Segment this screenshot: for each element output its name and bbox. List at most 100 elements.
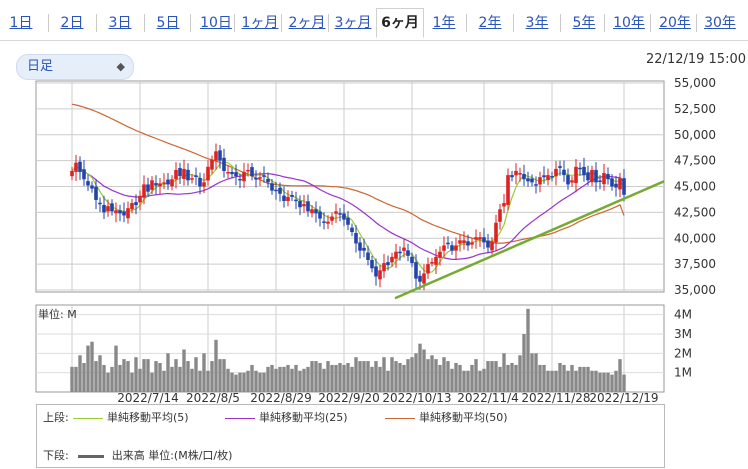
volume-bar: [402, 364, 406, 392]
candle-body: [558, 166, 562, 168]
tab-separator: [96, 14, 97, 32]
legend-item-ma2: 単純移動平均(50): [379, 409, 508, 425]
volume-bar: [134, 357, 138, 392]
volume-bar: [482, 368, 486, 392]
volume-bar: [546, 370, 550, 392]
legend-swatch: [73, 417, 103, 419]
volume-bar: [90, 341, 94, 392]
x-tick-label: 2022/10/13: [382, 391, 451, 405]
tab-7[interactable]: 3ヶ月: [334, 15, 372, 31]
tab-3[interactable]: 5日: [156, 15, 180, 31]
tab-6[interactable]: 2ヶ月: [288, 15, 326, 31]
tab-0[interactable]: 1日: [9, 15, 33, 31]
volume-bar: [158, 363, 162, 392]
volume-bar: [114, 345, 118, 392]
volume-bar: [566, 370, 570, 392]
volume-bar: [374, 361, 378, 392]
volume-bar: [410, 357, 414, 392]
tab-15[interactable]: 30年: [704, 15, 736, 31]
volume-bar: [270, 364, 274, 392]
candle-body: [190, 178, 194, 180]
volume-bar: [406, 359, 410, 392]
candle-body: [438, 251, 442, 258]
volume-bar: [622, 374, 626, 392]
last-update-datetime: 22/12/19 15:00: [646, 52, 746, 67]
candle-body: [94, 186, 98, 200]
candle-body: [70, 170, 74, 177]
volume-bar: [226, 368, 230, 392]
legend-upper-label: 上段:: [43, 411, 69, 424]
volume-bar: [154, 361, 158, 392]
candle-body: [166, 179, 170, 185]
candle-body: [158, 183, 162, 187]
tab-10[interactable]: 2年: [478, 15, 502, 31]
volume-bar: [218, 359, 222, 392]
candle-body: [270, 183, 274, 191]
volume-bar: [166, 353, 170, 392]
volume-bar: [338, 363, 342, 392]
candle-body: [574, 166, 578, 184]
volume-bar: [298, 370, 302, 392]
volume-bar: [238, 372, 242, 392]
candle-body: [622, 178, 626, 195]
price-tick-label: 50,000: [674, 128, 716, 142]
tab-11[interactable]: 3年: [525, 15, 549, 31]
volume-bar: [242, 372, 246, 392]
volume-bar: [182, 349, 186, 392]
candle-body: [598, 180, 602, 182]
candle-body: [242, 172, 246, 182]
volume-bar: [278, 366, 282, 392]
volume-bar: [102, 364, 106, 392]
tab-2[interactable]: 3日: [108, 15, 132, 31]
volume-bar: [130, 372, 134, 392]
candle-body: [390, 256, 394, 263]
candle-body: [186, 169, 190, 181]
volume-bar: [318, 363, 322, 392]
volume-bar: [190, 368, 194, 392]
volume-bar: [206, 370, 210, 392]
candle-body: [134, 202, 138, 206]
volume-bar: [306, 366, 310, 392]
tab-12[interactable]: 5年: [572, 15, 596, 31]
tab-9[interactable]: 1年: [432, 15, 456, 31]
candle-body: [306, 201, 310, 212]
candle-body: [266, 178, 270, 183]
tab-8[interactable]: 6ヶ月: [376, 8, 424, 38]
volume-unit-label: 単位: M: [38, 307, 77, 321]
candle-body: [122, 211, 126, 216]
tab-4[interactable]: 10日: [200, 15, 232, 31]
volume-bar: [94, 361, 98, 392]
volume-bar: [610, 374, 614, 392]
tab-5[interactable]: 1ヶ月: [241, 15, 279, 31]
volume-bar: [454, 363, 458, 392]
tab-1[interactable]: 2日: [60, 15, 84, 31]
candle-body: [338, 213, 342, 215]
candle-body: [302, 204, 306, 207]
candle-body: [238, 178, 242, 181]
volume-bar: [202, 353, 206, 392]
volume-bar: [506, 364, 510, 392]
candle-body: [226, 172, 230, 174]
interval-select[interactable]: 日足 ◆: [16, 54, 134, 80]
tab-separator: [144, 14, 145, 32]
volume-bar: [418, 343, 422, 392]
candle-body: [274, 189, 278, 192]
tab-14[interactable]: 20年: [659, 15, 691, 31]
volume-bar: [98, 355, 102, 392]
x-tick-label: 2022/11/4: [457, 391, 519, 405]
candle-body: [318, 211, 322, 219]
candle-body: [78, 161, 82, 173]
volume-bar: [370, 366, 374, 392]
candle-body: [382, 263, 386, 272]
volume-bar: [578, 366, 582, 392]
volume-bar: [614, 370, 618, 392]
candle-body: [426, 264, 430, 274]
volume-bar: [86, 345, 90, 392]
volume-bar: [346, 363, 350, 392]
volume-bar: [314, 361, 318, 392]
tab-13[interactable]: 10年: [613, 15, 645, 31]
candle-body: [214, 151, 218, 161]
candle-body: [462, 240, 466, 244]
volume-bar: [530, 353, 534, 392]
volume-bar: [234, 374, 238, 392]
